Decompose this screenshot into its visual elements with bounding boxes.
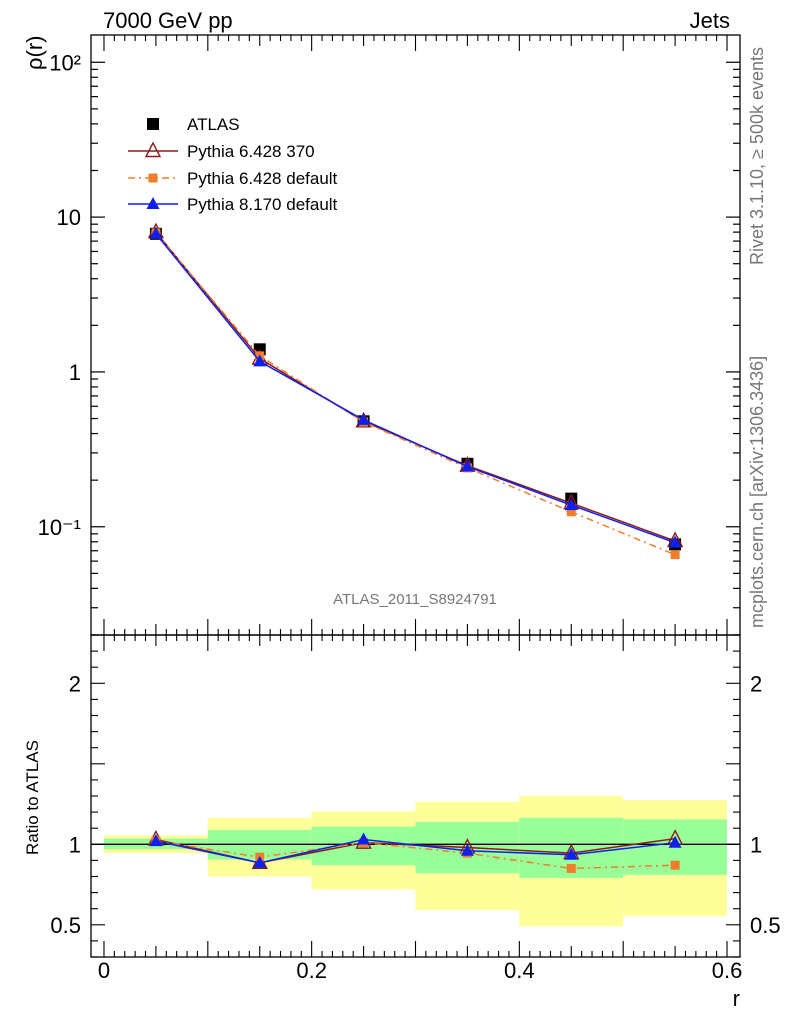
series-line bbox=[155, 232, 676, 556]
axis-ticks: 10⁻¹ 1 10 10² 0 0.2 0.4 0.6 0.5 0.5 1 1 2 2 bbox=[38, 35, 781, 983]
legend-label: Pythia 6.428 default bbox=[187, 169, 338, 188]
ratio-point bbox=[357, 832, 371, 845]
series-0 bbox=[149, 227, 682, 551]
series-2 bbox=[151, 228, 680, 560]
data-point bbox=[566, 507, 576, 517]
y-tick-label: 10² bbox=[49, 50, 81, 75]
legend-label: ATLAS bbox=[187, 115, 240, 134]
ratio-y-tick-label: 1 bbox=[69, 832, 81, 857]
ratio-y-tick-label-right: 2 bbox=[750, 671, 762, 696]
data-point bbox=[253, 354, 267, 367]
x-tick-label: 0.2 bbox=[296, 958, 327, 983]
data-point bbox=[564, 498, 578, 511]
data-point bbox=[460, 459, 474, 472]
ratio-point bbox=[566, 863, 576, 873]
x-tick-label: 0.4 bbox=[504, 958, 535, 983]
ratio-point bbox=[670, 860, 680, 870]
data-point bbox=[670, 550, 680, 560]
ratio-point bbox=[668, 835, 682, 848]
ratio-line bbox=[155, 838, 676, 864]
mcplots-label: mcplots.cern.ch [arXiv:1306.3436] bbox=[747, 356, 767, 628]
legend-marker bbox=[147, 118, 159, 130]
ratio-point bbox=[460, 843, 474, 856]
series-3 bbox=[149, 226, 682, 548]
x-tick-label: 0 bbox=[98, 958, 110, 983]
rivet-label: Rivet 3.1.10, ≥ 500k events bbox=[747, 47, 767, 265]
legend: ATLAS Pythia 6.428 370 Pythia 6.428 defaul… bbox=[128, 115, 338, 214]
ratio-series-2 bbox=[149, 832, 682, 868]
ratio-line bbox=[155, 840, 676, 870]
series-layer bbox=[147, 222, 684, 873]
y-tick-label: 10⁻¹ bbox=[38, 515, 81, 540]
legend-marker bbox=[146, 197, 160, 209]
legend-label: Pythia 8.170 default bbox=[187, 195, 338, 214]
x-tick-label: 0.6 bbox=[712, 958, 743, 983]
analysis-watermark: ATLAS_2011_S8924791 bbox=[333, 591, 497, 608]
series-line bbox=[155, 233, 676, 544]
ratio-y-axis-label: Ratio to ATLAS bbox=[23, 740, 42, 855]
y-tick-label: 10 bbox=[57, 205, 81, 230]
ratio-bands bbox=[91, 796, 740, 927]
ratio-point bbox=[149, 834, 163, 847]
y-tick-label: 1 bbox=[69, 360, 81, 385]
ratio-y-tick-label: 2 bbox=[69, 671, 81, 696]
legend-marker bbox=[144, 141, 162, 158]
data-point bbox=[357, 412, 371, 425]
data-point bbox=[149, 226, 163, 239]
data-point bbox=[668, 535, 682, 548]
ratio-point bbox=[253, 855, 267, 868]
legend-marker bbox=[148, 173, 158, 183]
x-axis-label: r bbox=[733, 986, 740, 1011]
series-1 bbox=[147, 222, 684, 548]
header-right: Jets bbox=[690, 8, 730, 33]
header-left: 7000 GeV pp bbox=[103, 8, 233, 33]
ratio-point bbox=[564, 847, 578, 860]
upper-y-axis-label: ρ(r) bbox=[22, 36, 47, 71]
legend-label: Pythia 6.428 370 bbox=[187, 142, 315, 161]
ratio-y-tick-label-right: 0.5 bbox=[750, 913, 781, 938]
ratio-y-tick-label: 0.5 bbox=[50, 913, 81, 938]
series-line bbox=[155, 231, 676, 542]
ratio-y-tick-label-right: 1 bbox=[750, 832, 762, 857]
